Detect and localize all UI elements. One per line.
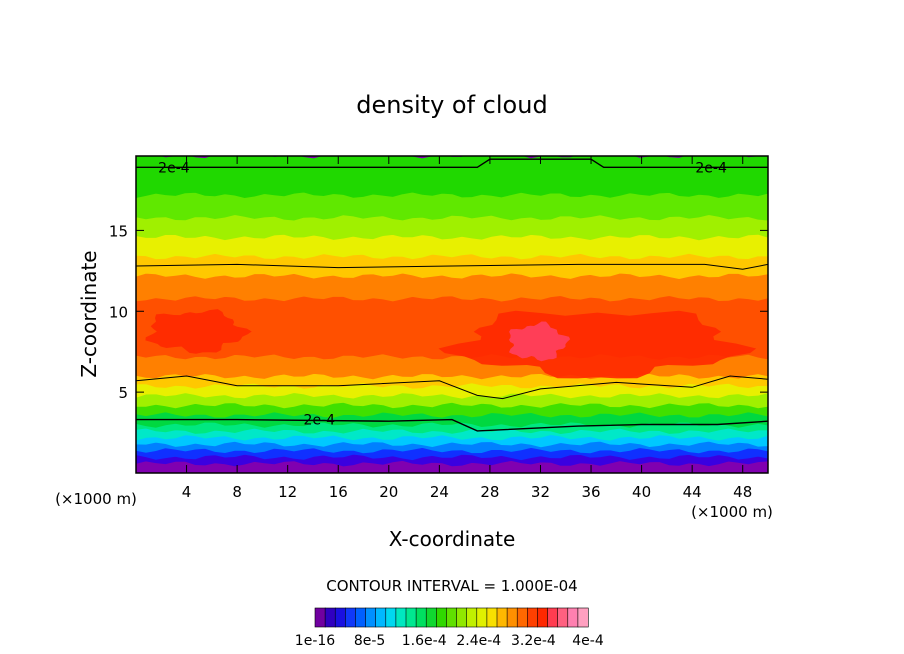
colorbar-tick-label: 2.4e-4 [456, 633, 501, 649]
contour-fill-area [136, 156, 768, 473]
colorbar-swatch [436, 607, 448, 628]
high-density-core [509, 321, 571, 362]
x-tick-label: 8 [232, 483, 242, 501]
x-tick-label: 20 [379, 483, 398, 501]
x-axis-label: X-coordinate [389, 527, 516, 551]
x-tick-label: 36 [581, 483, 600, 501]
x-tick-label: 4 [182, 483, 192, 501]
contour-line [136, 375, 768, 400]
colorbar-swatch [375, 607, 387, 628]
colorbar-swatch [557, 607, 569, 628]
y-tick-label: 10 [109, 303, 128, 321]
colorbar-swatch [547, 607, 559, 628]
colorbar-swatch [345, 607, 357, 628]
colorbar-tick-label: 3.2e-4 [511, 633, 556, 649]
contour-line [136, 418, 768, 432]
colorbar-swatch [425, 607, 437, 628]
colorbar-swatch [395, 607, 407, 628]
x-tick-label: 32 [531, 483, 550, 501]
colorbar-swatch [334, 607, 346, 628]
colorbar-swatch [496, 607, 508, 628]
colorbar-swatch [466, 607, 478, 628]
colorbar-swatch [324, 607, 336, 628]
y-tick-label: 5 [118, 384, 128, 402]
colorbar-swatch [415, 607, 427, 628]
colorbar: 1e-16 8e-5 1.6e-4 2.4e-4 3.2e-4 4e-4 [295, 607, 604, 649]
colorbar-swatch [516, 607, 528, 628]
x-tick-label: 48 [733, 483, 752, 501]
contour-interval-text: CONTOUR INTERVAL = 1.000E-04 [326, 577, 577, 595]
x-tick-label: 16 [329, 483, 348, 501]
contour-band [136, 214, 768, 241]
x-unit-left: (×1000 m) [55, 490, 137, 508]
colorbar-tick-label: 8e-5 [354, 633, 385, 649]
x-unit-right: (×1000 m) [691, 503, 773, 521]
colorbar-tick-label: 4e-4 [572, 633, 604, 649]
colorbar-swatch [476, 607, 488, 628]
x-tick-label: 24 [430, 483, 449, 501]
colorbar-swatch [577, 607, 589, 628]
high-density-core [145, 309, 252, 354]
contour-band [136, 156, 768, 199]
colorbar-swatch [365, 607, 377, 628]
y-tick-label: 15 [109, 222, 128, 240]
contour-label: 2e-4 [695, 160, 727, 176]
x-tick-label: 40 [632, 483, 651, 501]
colorbar-tick-label: 1.6e-4 [402, 633, 447, 649]
colorbar-swatch [446, 607, 458, 628]
x-tick-label: 12 [278, 483, 297, 501]
colorbar-swatch [385, 607, 397, 628]
colorbar-swatch [537, 607, 549, 628]
colorbar-swatch [314, 607, 326, 628]
colorbar-tick-label: 1e-16 [295, 633, 335, 649]
colorbar-swatch [527, 607, 539, 628]
colorbar-swatch [567, 607, 579, 628]
colorbar-swatch [456, 607, 468, 628]
contour-line [136, 263, 768, 270]
x-tick-label: 44 [683, 483, 702, 501]
colorbar-swatch [486, 607, 498, 628]
contour-label: 2e-4 [304, 413, 336, 429]
high-density-core [438, 310, 757, 379]
contour-label: 2e-4 [158, 160, 190, 176]
chart-title: density of cloud [356, 91, 547, 119]
colorbar-swatch [506, 607, 518, 628]
y-axis-label: Z-coordinate [77, 250, 101, 377]
x-tick-label: 28 [480, 483, 499, 501]
plot-frame [135, 155, 769, 474]
colorbar-swatch [355, 607, 367, 628]
colorbar-swatch [405, 607, 417, 628]
